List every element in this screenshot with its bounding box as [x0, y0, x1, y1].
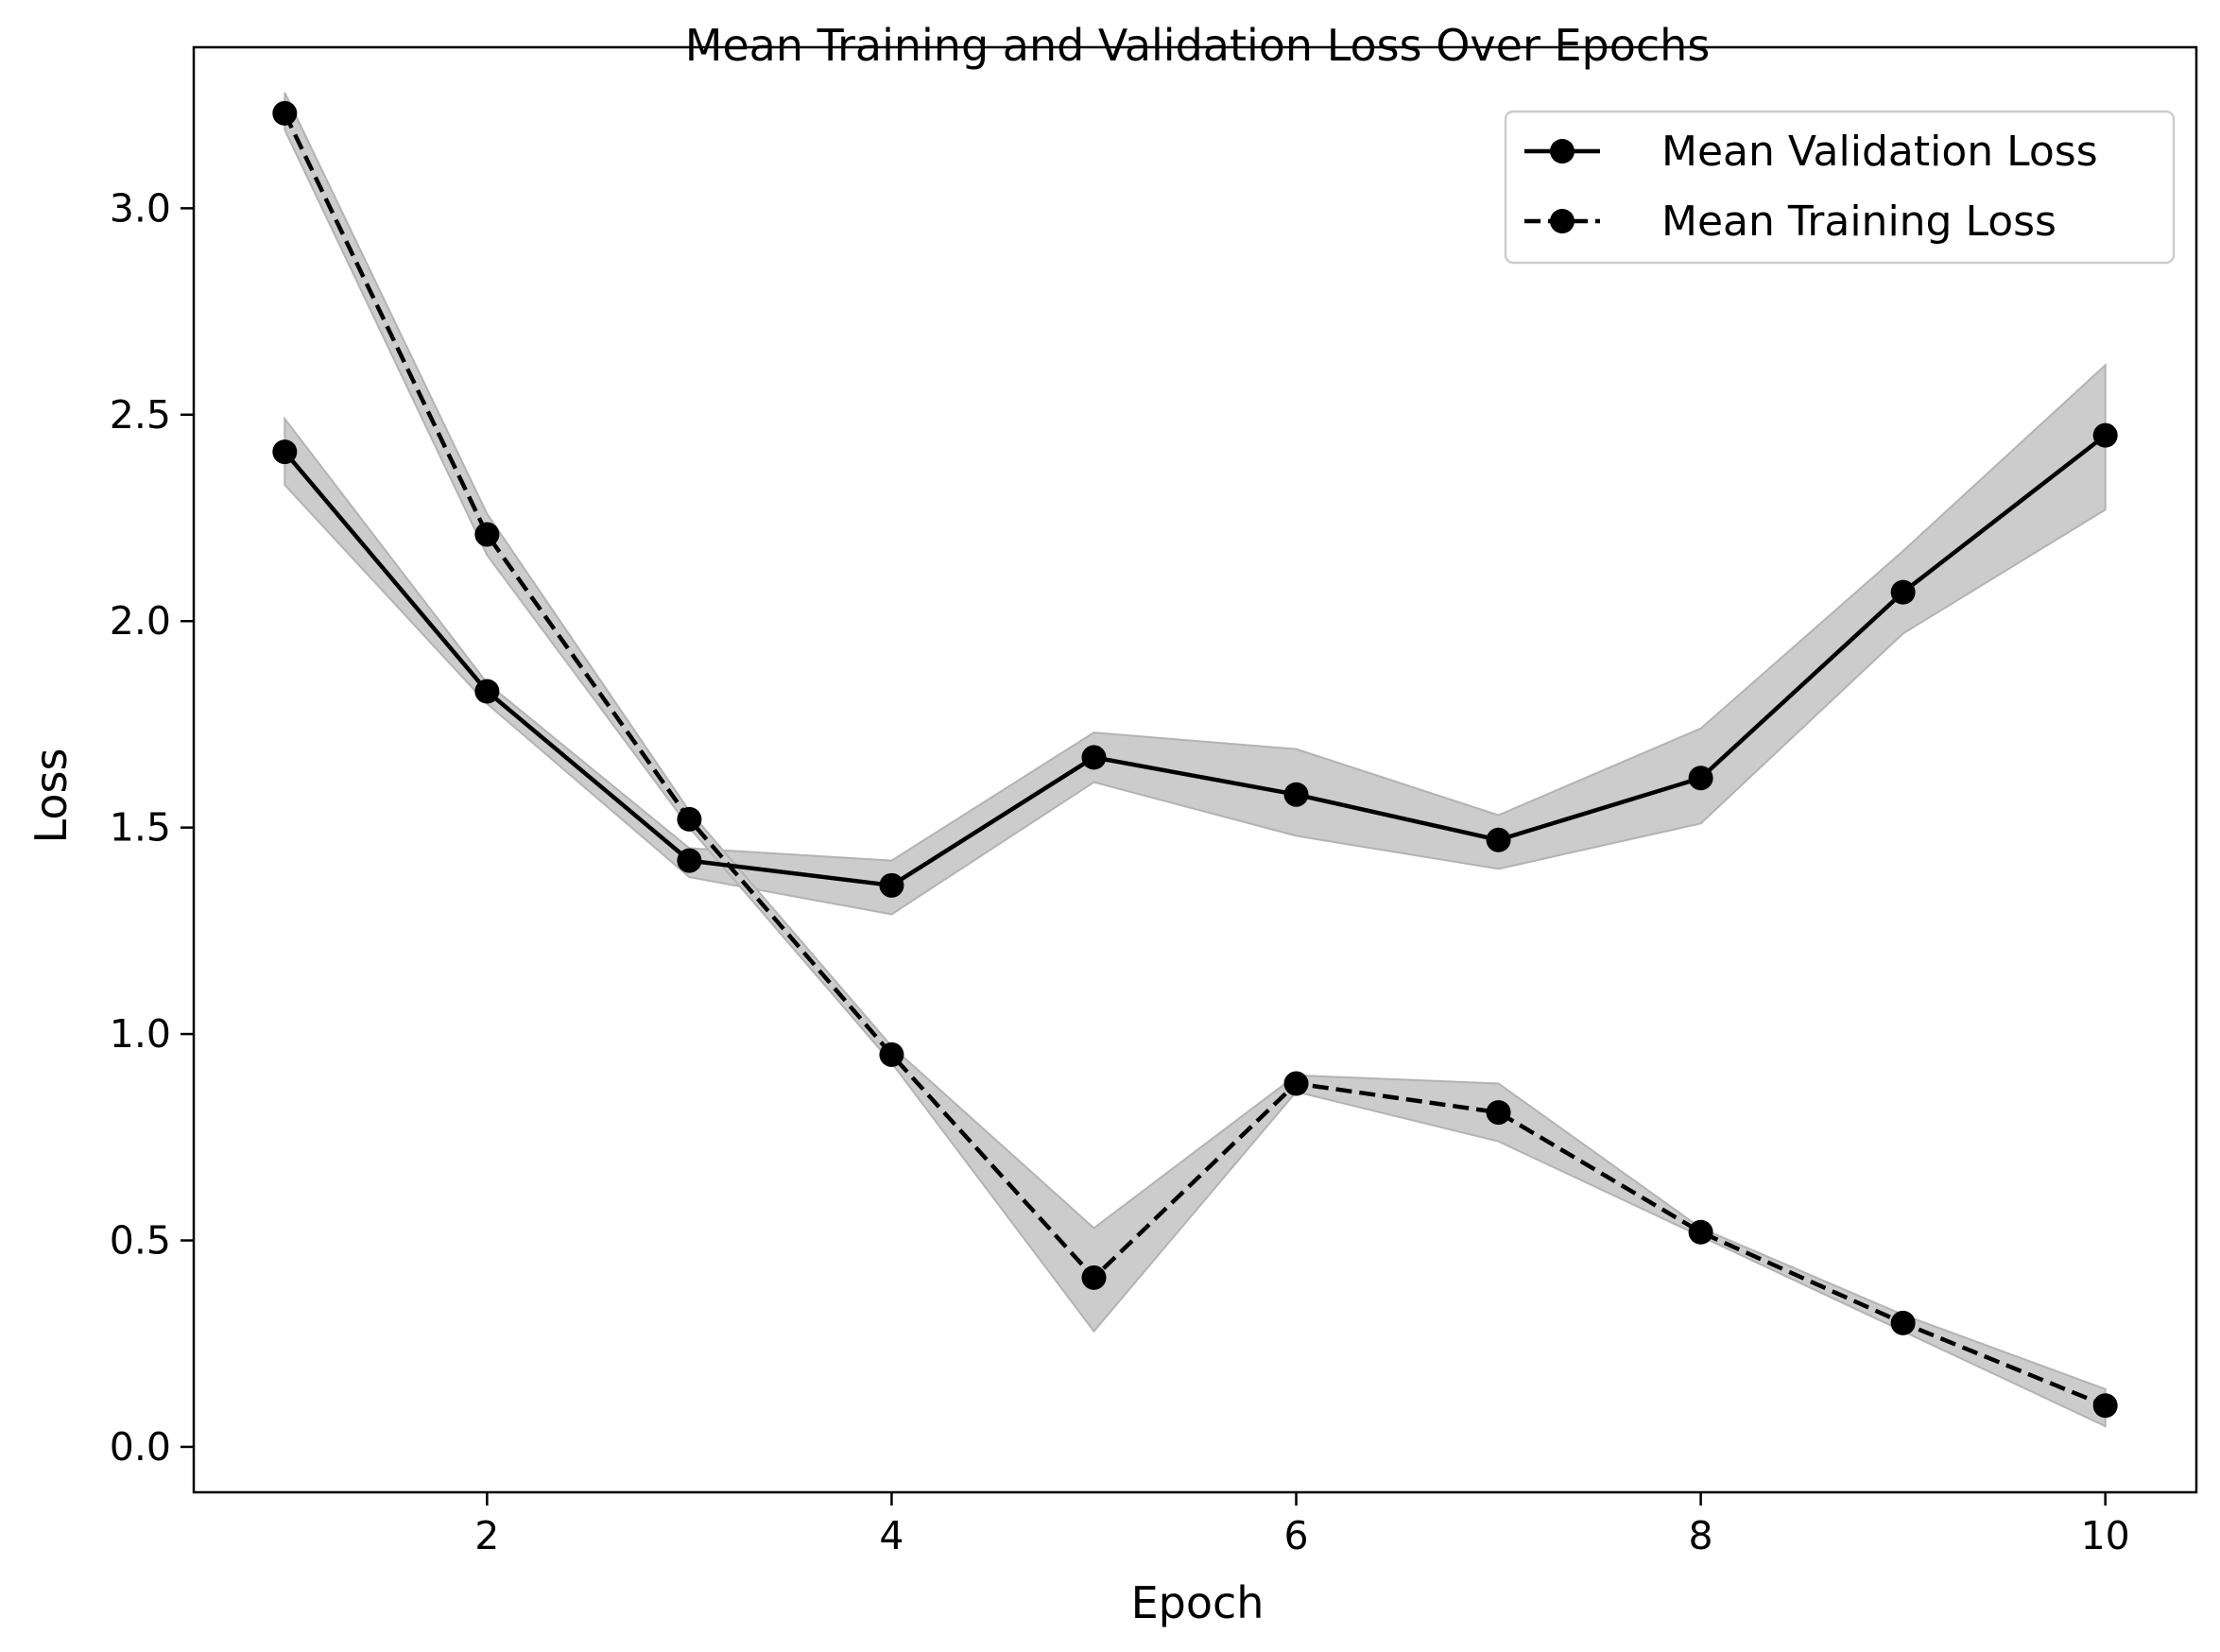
data-point-training-10 [2092, 1393, 2118, 1419]
legend-label-training: Mean Training Loss [1661, 198, 2057, 246]
y-tick-label: 2.0 [110, 598, 171, 644]
chart-title: Mean Training and Validation Loss Over E… [685, 20, 1711, 71]
data-point-training-3 [677, 806, 702, 832]
data-point-training-6 [1283, 1071, 1309, 1096]
x-axis-label: Epoch [1131, 1577, 1265, 1628]
y-tick-label: 3.0 [110, 185, 171, 231]
x-tick-label: 2 [474, 1513, 499, 1558]
data-point-training-4 [879, 1041, 904, 1067]
data-point-validation-2 [474, 679, 500, 704]
data-point-training-1 [272, 100, 298, 126]
x-tick-label: 8 [1689, 1513, 1713, 1558]
data-point-validation-9 [1890, 579, 1916, 605]
data-point-training-9 [1890, 1310, 1916, 1335]
data-point-validation-10 [2092, 422, 2118, 448]
data-point-validation-3 [677, 848, 702, 873]
y-tick-label: 1.5 [110, 805, 171, 851]
legend: Mean Validation Loss Mean Training Loss [1504, 110, 2176, 265]
y-tick-label: 2.5 [110, 392, 171, 438]
data-point-training-8 [1688, 1219, 1713, 1245]
data-point-validation-1 [272, 439, 298, 465]
y-axis-label: Loss [26, 749, 77, 844]
data-point-training-5 [1081, 1265, 1107, 1290]
legend-label-validation: Mean Validation Loss [1661, 128, 2098, 176]
data-point-validation-5 [1081, 745, 1107, 770]
x-tick-label: 6 [1283, 1513, 1308, 1558]
y-tick-label: 0.0 [110, 1424, 171, 1470]
y-tick-label: 1.0 [110, 1011, 171, 1057]
plot-frame [192, 45, 2198, 1494]
legend-box [1504, 110, 2176, 265]
data-point-training-2 [474, 522, 500, 547]
plot-area [272, 92, 2118, 1428]
data-point-validation-4 [879, 872, 904, 898]
series-line-validation [283, 433, 2108, 888]
legend-marker-training [1550, 209, 1575, 233]
data-point-training-7 [1486, 1100, 1511, 1126]
legend-marker-validation [1550, 139, 1575, 163]
data-point-validation-7 [1486, 827, 1511, 852]
x-tick-label: 4 [879, 1513, 903, 1558]
axes: 2 4 6 8 10 0.0 0.5 1.0 1.5 2.0 2.5 3.0 [110, 45, 2198, 1558]
series-line-training [283, 112, 2107, 1408]
data-point-validation-6 [1283, 782, 1309, 807]
y-tick-label: 0.5 [110, 1218, 171, 1264]
x-tick-label: 10 [2081, 1513, 2130, 1558]
data-point-validation-8 [1688, 766, 1713, 791]
